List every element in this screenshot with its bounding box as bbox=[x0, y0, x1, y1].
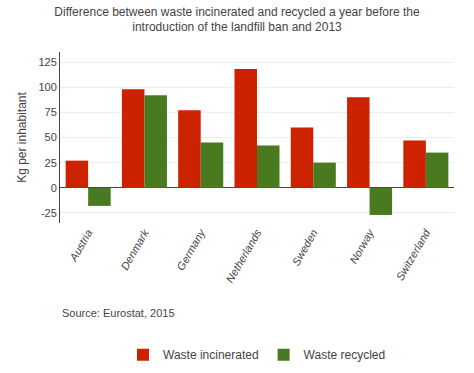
svg-text:Netherlands: Netherlands bbox=[223, 227, 263, 285]
svg-text:100: 100 bbox=[38, 81, 56, 93]
svg-text:Austria: Austria bbox=[67, 227, 95, 264]
svg-text:50: 50 bbox=[45, 131, 57, 143]
svg-text:25: 25 bbox=[45, 157, 57, 169]
svg-text:Difference between waste incin: Difference between waste incinerated and… bbox=[54, 5, 420, 35]
svg-text:Waste incinerated: Waste incinerated bbox=[163, 348, 259, 362]
svg-text:Kg per inhabitant: Kg per inhabitant bbox=[15, 91, 29, 182]
svg-text:Waste recycled: Waste recycled bbox=[304, 348, 386, 362]
svg-text:Switzerland: Switzerland bbox=[394, 226, 433, 282]
svg-text:75: 75 bbox=[45, 106, 57, 118]
svg-text:0: 0 bbox=[51, 182, 57, 194]
svg-text:125: 125 bbox=[38, 56, 56, 68]
svg-text:Source: Eurostat, 2015: Source: Eurostat, 2015 bbox=[62, 307, 175, 319]
svg-text:Denmark: Denmark bbox=[118, 227, 151, 272]
svg-text:Germany: Germany bbox=[174, 226, 208, 272]
svg-text:-25: -25 bbox=[41, 207, 57, 219]
svg-text:Norway: Norway bbox=[347, 226, 377, 266]
svg-text:Sweden: Sweden bbox=[290, 227, 320, 267]
